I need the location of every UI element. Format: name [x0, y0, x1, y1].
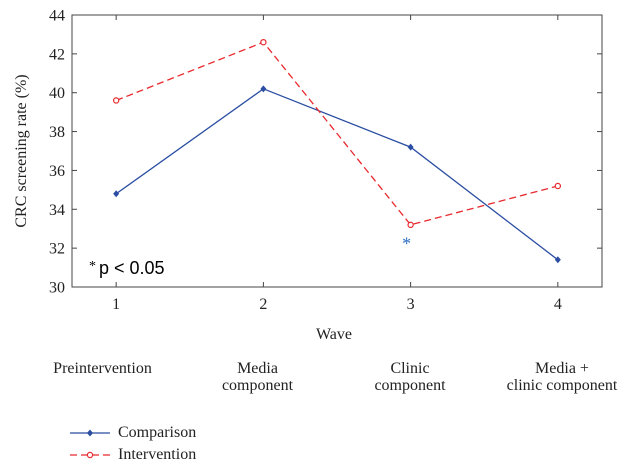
intervention-legend-swatch	[70, 451, 110, 459]
intervention-data-point	[260, 39, 267, 46]
y-tick-label: 44	[49, 8, 65, 25]
legend-label-intervention: Intervention	[118, 446, 197, 463]
y-tick-label: 40	[49, 85, 65, 102]
plot-frame	[71, 14, 603, 288]
comparison-data-point	[260, 85, 267, 93]
y-tick-label: 42	[49, 46, 65, 63]
y-tick-label: 36	[49, 163, 65, 180]
phase-label-4: Media + clinic component	[506, 360, 618, 394]
x-tick-label: 2	[259, 296, 267, 313]
x-tick-label: 1	[112, 296, 120, 313]
y-tick-label: 34	[49, 202, 65, 219]
comparison-data-point	[113, 190, 120, 198]
comparison-legend-swatch	[70, 429, 110, 437]
intervention-data-point	[407, 221, 414, 229]
note-text: p < 0.05	[99, 258, 165, 278]
y-tick-label: 38	[49, 124, 65, 141]
phase-label-3: Clinic component	[374, 360, 446, 394]
y-tick-label: 32	[49, 241, 65, 258]
intervention-data-point	[112, 97, 120, 104]
comparison-series-line	[115, 88, 559, 261]
legend-item-comparison: Comparison	[70, 424, 196, 442]
y-axis: 30 32 34 36 38 40 42 44	[49, 8, 602, 297]
significance-note: * p < 0.05	[89, 258, 165, 278]
note-star: *	[89, 259, 96, 274]
intervention-series-line	[115, 41, 558, 226]
intervention-data-point	[554, 182, 562, 190]
x-axis-title: Wave	[316, 326, 352, 343]
phase-label-1: Preintervention	[53, 360, 152, 377]
x-axis: 1 2 3 4	[112, 15, 562, 313]
legend-item-intervention: Intervention	[70, 446, 196, 464]
y-tick-label: 30	[49, 280, 65, 297]
x-tick-label: 4	[554, 296, 562, 313]
comparison-data-point	[407, 143, 414, 151]
series-layer	[112, 39, 562, 264]
comparison-data-point	[554, 256, 561, 264]
significance-marker: *	[402, 233, 411, 253]
y-axis-title: CRC screening rate (%)	[13, 74, 30, 227]
legend-label-comparison: Comparison	[118, 424, 197, 441]
x-tick-label: 3	[407, 296, 415, 313]
phase-label-2: Media component	[221, 360, 294, 394]
